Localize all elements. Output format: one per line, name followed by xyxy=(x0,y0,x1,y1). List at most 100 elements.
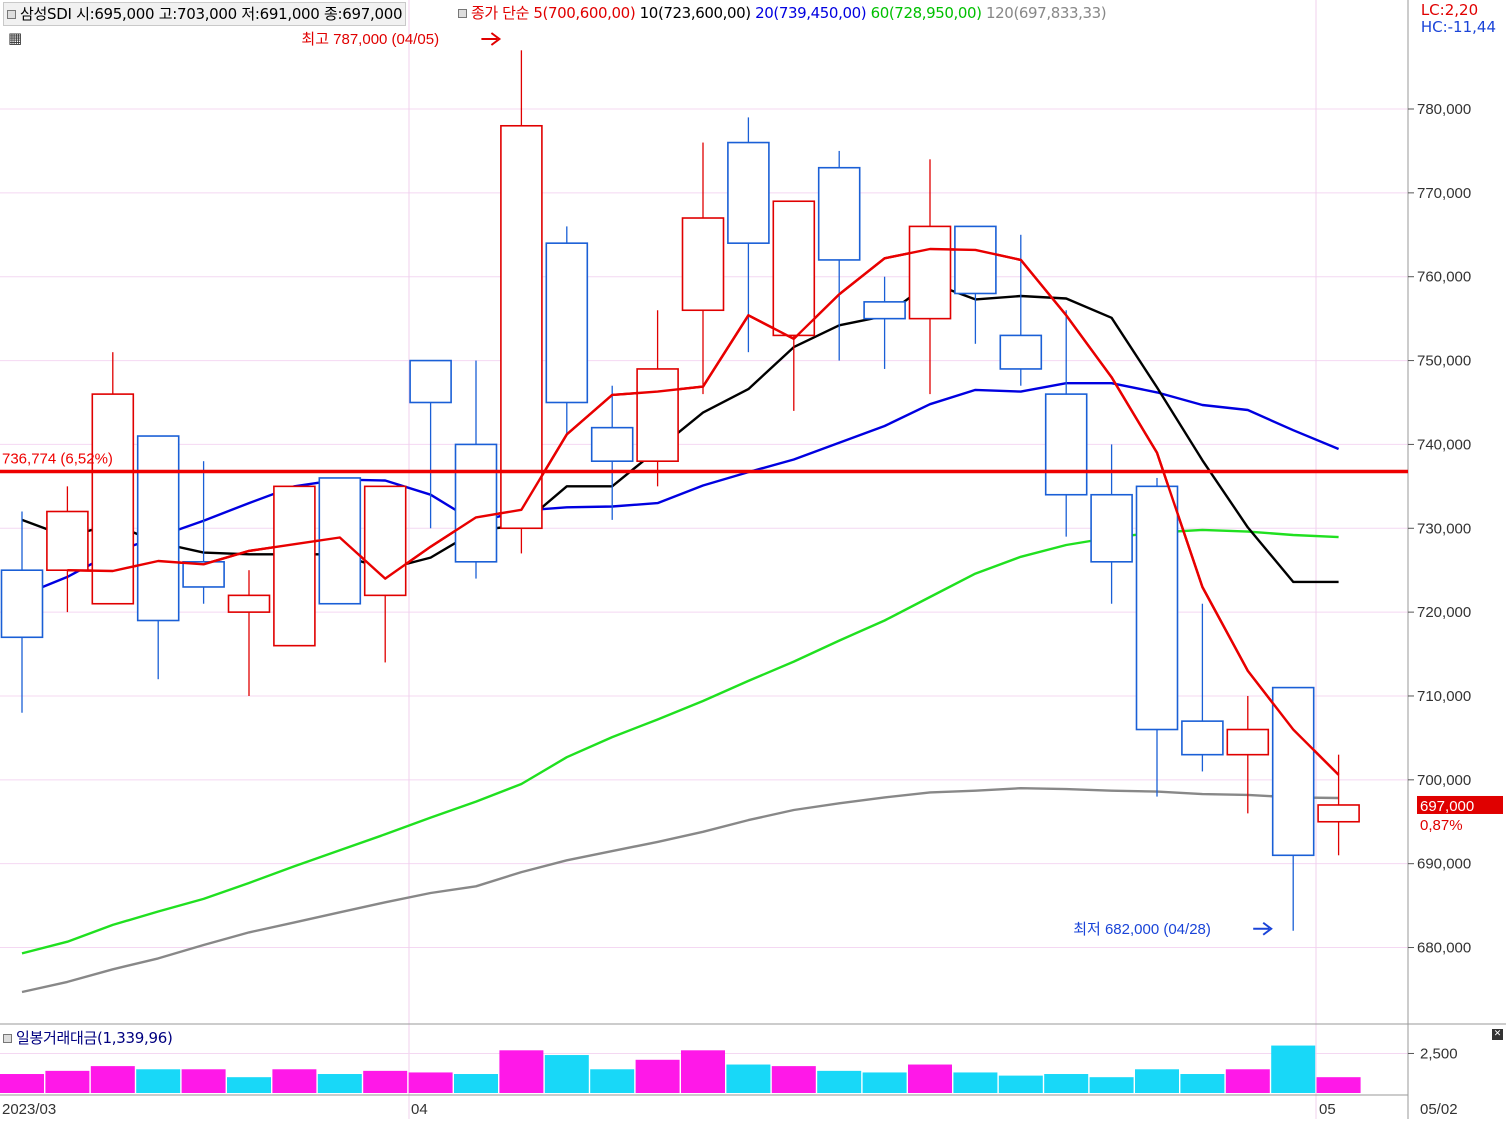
candle-body xyxy=(1135,485,1179,731)
hc-value: HC:-11,44 xyxy=(1420,18,1496,36)
ma-10-label: 10(723,600,00) xyxy=(639,4,751,22)
candle xyxy=(954,225,997,344)
candle-body xyxy=(590,426,634,462)
x-tick-label: 05 xyxy=(1319,1101,1336,1118)
volume-title-text: 일봉거래대금(1,339,96) xyxy=(16,1029,173,1047)
ma-20-label: 20(739,450,00) xyxy=(755,4,867,22)
volume-bar xyxy=(590,1069,635,1093)
candle-body xyxy=(1271,686,1315,857)
candle-body xyxy=(817,166,861,261)
candle xyxy=(590,385,634,520)
candle-body xyxy=(1090,493,1133,563)
volume-bar xyxy=(1135,1069,1179,1093)
candle xyxy=(1135,477,1179,797)
volume-bar xyxy=(499,1050,544,1093)
candle-body xyxy=(136,435,180,622)
candle-body xyxy=(545,242,589,404)
close-panel-icon[interactable]: ✕ xyxy=(1492,1029,1503,1040)
volume-bar xyxy=(771,1066,816,1093)
volume-panel-title[interactable]: 일봉거래대금(1,339,96) xyxy=(3,1027,173,1049)
current-price-change: 0,87% xyxy=(1420,817,1463,834)
volume-bar xyxy=(227,1077,271,1093)
y-tick-label: 690,000 xyxy=(1417,856,1471,873)
candle-body xyxy=(1226,728,1270,756)
volume-bar xyxy=(1316,1077,1361,1093)
candle xyxy=(0,511,44,713)
volume-bar xyxy=(953,1072,998,1093)
volume-bar xyxy=(317,1074,362,1093)
candle xyxy=(1226,695,1270,814)
candle xyxy=(500,50,543,554)
high-arrow-icon xyxy=(481,32,502,46)
x-tick-label: 04 xyxy=(411,1101,428,1118)
candle-body xyxy=(954,225,997,295)
candle xyxy=(1271,686,1315,931)
y-tick-label: 710,000 xyxy=(1417,688,1471,705)
lc-hc-readout: LC:2,20 HC:-11,44 xyxy=(1421,2,1496,36)
candle-body xyxy=(273,485,316,647)
volume-y-tick-label: 2,500 xyxy=(1420,1045,1458,1062)
candle xyxy=(999,234,1043,386)
candle xyxy=(1044,310,1088,537)
candle-body xyxy=(727,141,770,244)
candle-body xyxy=(91,393,135,605)
y-tick-label: 730,000 xyxy=(1417,520,1471,537)
volume-bar xyxy=(544,1055,589,1093)
candle-body xyxy=(636,368,679,462)
moving-average-legend[interactable]: 종가 단순 5(700,600,00) 10(723,600,00) 20(73… xyxy=(458,2,1107,24)
ma-120-label: 120(697,833,33) xyxy=(986,4,1107,22)
collapse-square-icon[interactable] xyxy=(7,10,16,19)
ma-5-line-top xyxy=(67,247,1340,776)
ma-5-label: 5(700,600,00) xyxy=(533,4,636,22)
legend-square-icon[interactable] xyxy=(458,9,467,18)
candle-body xyxy=(0,569,44,639)
candle-body xyxy=(681,217,725,312)
candle xyxy=(908,159,952,395)
volume-bar xyxy=(681,1050,725,1093)
candle xyxy=(863,276,906,369)
volume-bar xyxy=(181,1069,226,1093)
candle xyxy=(1181,603,1224,772)
candle xyxy=(1090,444,1133,604)
y-tick-label: 750,000 xyxy=(1417,353,1471,370)
candle-body xyxy=(318,477,362,605)
ma-60-label: 60(728,950,00) xyxy=(870,4,982,22)
candle xyxy=(136,435,180,680)
volume-bar xyxy=(363,1070,408,1093)
quote-summary[interactable]: 삼성SDI 시:695,000 고:703,000 저:691,000 종:69… xyxy=(3,2,407,26)
x-tick-label-right: 05/02 xyxy=(1420,1101,1458,1118)
candle-body xyxy=(908,225,952,320)
volume-bar xyxy=(1089,1077,1134,1093)
volume-bar xyxy=(726,1064,771,1093)
table-grid-icon[interactable]: ▦ xyxy=(8,29,23,47)
candle xyxy=(636,310,679,487)
volume-bar xyxy=(136,1069,181,1093)
candle xyxy=(46,486,89,613)
candle xyxy=(363,485,407,663)
volume-bar xyxy=(408,1072,453,1093)
y-tick-label: 720,000 xyxy=(1417,604,1471,621)
current-price-label: 697,000 xyxy=(1420,798,1474,815)
candle xyxy=(681,142,725,395)
candle-body xyxy=(46,510,89,571)
high-annotation-label: 최고 787,000 (04/05) xyxy=(301,31,439,48)
y-tick-label: 760,000 xyxy=(1417,269,1471,286)
candle-body xyxy=(227,594,271,613)
lc-value: LC:2,20 xyxy=(1420,1,1479,19)
volume-bar xyxy=(45,1070,90,1093)
candle xyxy=(318,477,362,605)
candle-body xyxy=(1181,720,1224,756)
candle xyxy=(454,360,498,579)
candle xyxy=(227,570,271,696)
y-tick-label: 740,000 xyxy=(1417,436,1471,453)
candle-body xyxy=(1317,804,1360,823)
volume-bar xyxy=(1044,1074,1089,1093)
volume-square-icon[interactable] xyxy=(3,1034,12,1043)
candle xyxy=(727,117,770,353)
x-tick-label: 2023/03 xyxy=(2,1101,56,1118)
candle xyxy=(545,226,589,437)
reference-line-label: 736,774 (6,52%) xyxy=(2,450,113,467)
ma-20-line xyxy=(21,382,1340,597)
candle xyxy=(772,200,816,411)
